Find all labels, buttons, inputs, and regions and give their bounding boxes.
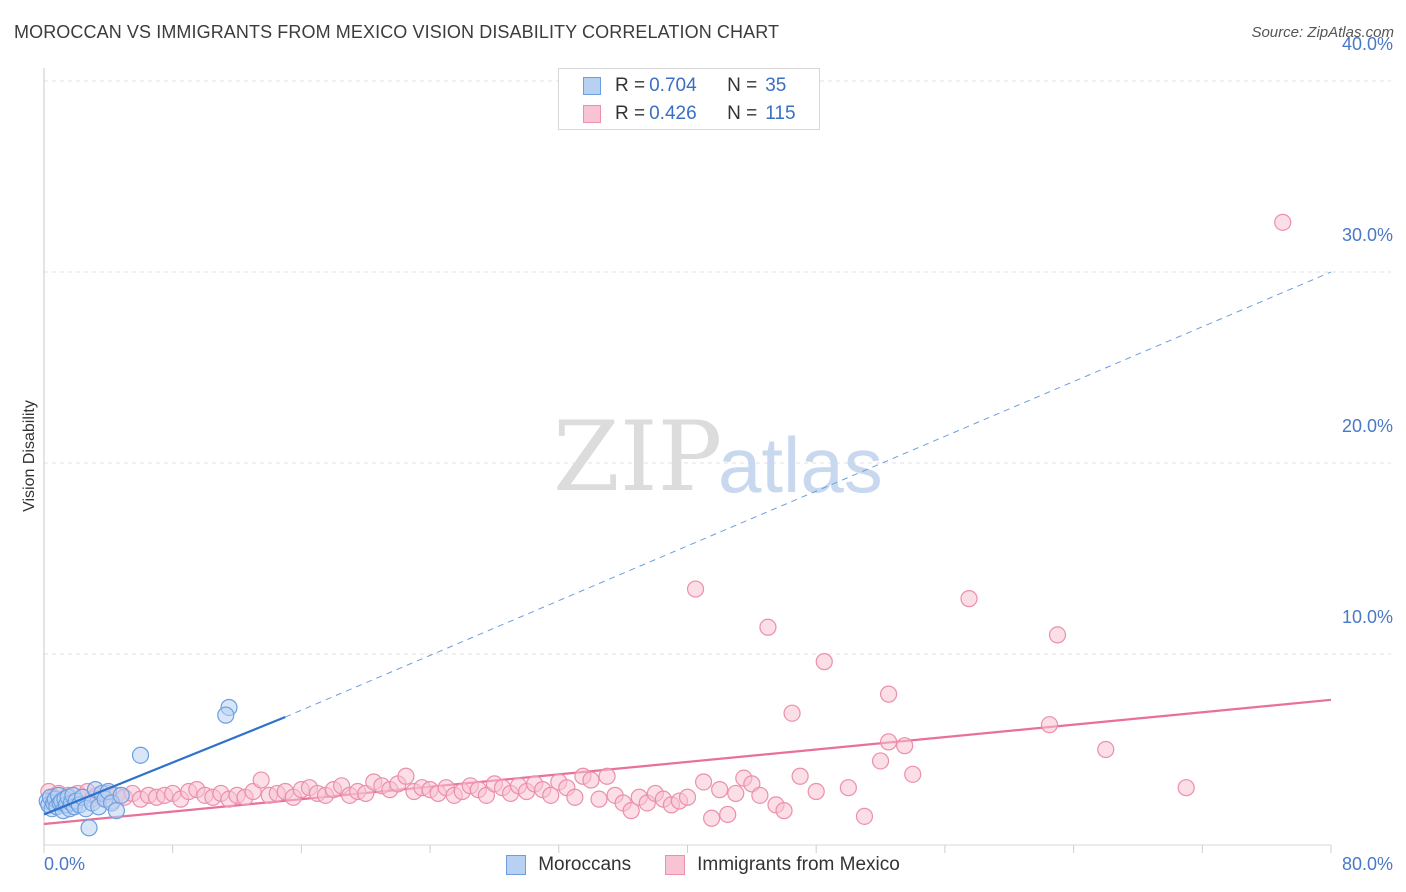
mexico-point	[871, 752, 890, 770]
mexico-point	[855, 807, 874, 825]
watermark-atlas: atlas	[718, 421, 883, 509]
mexico-point	[960, 590, 978, 608]
pink-swatch	[583, 105, 601, 123]
mexico-point	[751, 786, 769, 804]
y-tick-labels: 10.0% 20.0% 30.0% 40.0%	[1342, 34, 1393, 627]
moroccan-point	[217, 706, 235, 724]
mexico-point	[783, 704, 801, 722]
trend-lines	[43, 271, 1332, 826]
blue-swatch	[583, 77, 601, 95]
mexico-point	[1040, 716, 1059, 734]
mexico-point	[582, 771, 600, 789]
n-value: 115	[765, 103, 796, 124]
x-ticks	[43, 845, 1332, 853]
mexico-point	[815, 653, 833, 671]
mexico-point	[397, 767, 415, 785]
mexico-point	[727, 784, 745, 803]
mexico-point	[566, 788, 584, 806]
y-tick-label-20: 20.0%	[1342, 416, 1393, 436]
moroccan-point	[131, 746, 150, 764]
moroccan-point	[80, 819, 98, 837]
r-value: 0.426	[649, 103, 697, 124]
chart-title: MOROCCAN VS IMMIGRANTS FROM MEXICO VISIO…	[14, 22, 780, 42]
legend-item-mexico[interactable]: Immigrants from Mexico	[665, 854, 900, 876]
gridlines	[44, 80, 1391, 655]
mexico-point	[252, 771, 270, 789]
legend-item-moroccans[interactable]: Moroccans	[506, 854, 631, 876]
watermark-zip: ZIP	[553, 401, 722, 513]
n-value: 35	[765, 75, 787, 96]
y-tick-label-30: 30.0%	[1342, 225, 1393, 245]
trend-line-moroccans	[43, 716, 286, 816]
stats-row-mexico: R = 0.426 N = 115	[583, 101, 796, 127]
mexico-point	[598, 767, 616, 785]
mexico-point	[719, 805, 737, 824]
moroccan-point	[107, 802, 125, 820]
mexico-point	[1177, 779, 1195, 797]
mexico-point	[759, 618, 777, 636]
legend-label-moroccans: Moroccans	[538, 854, 632, 875]
mexico-point	[807, 782, 825, 801]
mexico-point	[904, 765, 922, 783]
trend-line-moroccans-extended	[285, 271, 1332, 718]
correlation-stats-box: R = 0.704 N = 35 R = 0.426 N = 115	[558, 68, 820, 130]
n-label: N =	[727, 75, 758, 96]
trend-line-mexico	[43, 698, 1332, 826]
mexico-point	[1274, 213, 1292, 231]
series-moroccans	[38, 698, 286, 837]
mexico-point	[1048, 626, 1067, 644]
mexico-point	[1097, 740, 1115, 759]
mexico-point	[542, 786, 560, 804]
mexico-point	[694, 773, 713, 791]
r-label: R =	[615, 75, 646, 96]
mexico-point	[896, 737, 914, 755]
moroccan-point	[112, 786, 130, 804]
mexico-point	[686, 580, 705, 598]
legend-swatch-pink	[665, 855, 686, 875]
mexico-point	[879, 733, 898, 751]
mexico-point	[622, 802, 640, 820]
mexico-point	[703, 809, 721, 827]
y-tick-label-40: 40.0%	[1342, 34, 1393, 54]
source-credit: Source: ZipAtlas.com	[1251, 24, 1394, 41]
legend-label-mexico: Immigrants from Mexico	[697, 854, 900, 875]
mexico-point	[711, 781, 729, 799]
y-tick-label-10: 10.0%	[1342, 607, 1393, 627]
r-value: 0.704	[649, 75, 697, 96]
mexico-point	[775, 802, 793, 820]
mexico-point	[590, 790, 608, 808]
chart-legend: Moroccans Immigrants from Mexico	[0, 852, 1406, 878]
n-label: N =	[727, 103, 758, 124]
x-tick-label-max: 80.0%	[1342, 854, 1393, 874]
legend-swatch-blue	[506, 855, 527, 875]
stats-row-moroccans: R = 0.704 N = 35	[583, 73, 786, 99]
y-axis-label: Vision Disability	[21, 400, 38, 512]
mexico-point	[791, 767, 809, 785]
series-immigrants-from-mexico	[40, 213, 1292, 827]
mexico-point	[678, 788, 697, 806]
r-label: R =	[615, 103, 646, 124]
x-tick-label-min: 0.0%	[44, 854, 85, 874]
mexico-point	[879, 685, 898, 703]
mexico-point	[839, 779, 857, 797]
